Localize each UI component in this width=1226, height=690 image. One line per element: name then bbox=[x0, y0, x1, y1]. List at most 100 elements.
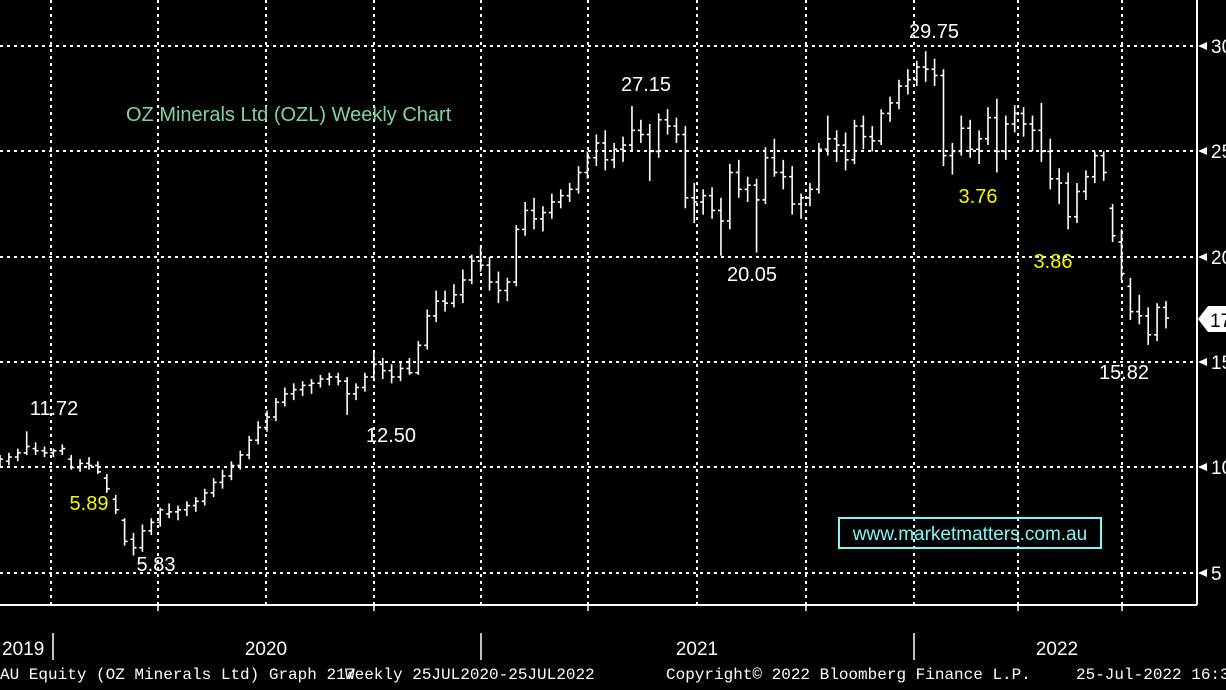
price-bar bbox=[1163, 301, 1169, 329]
price-bar bbox=[192, 497, 199, 512]
price-annotation: 3.86 bbox=[1034, 251, 1073, 273]
price-bar bbox=[993, 98, 1000, 173]
price-bar bbox=[442, 290, 449, 312]
y-tick-label: 10 bbox=[1211, 458, 1226, 479]
price-bar bbox=[1136, 294, 1143, 325]
price-bar bbox=[103, 473, 110, 493]
price-bar bbox=[317, 374, 324, 388]
watermark-text[interactable]: www.marketmatters.com.au bbox=[852, 524, 1087, 545]
price-bar bbox=[148, 518, 155, 536]
y-tick-label: 15 bbox=[1211, 353, 1226, 374]
y-tick-mark bbox=[1198, 463, 1207, 471]
price-bar bbox=[602, 130, 609, 171]
price-bar bbox=[789, 166, 796, 215]
price-bar bbox=[557, 189, 564, 209]
y-tick-label: 25 bbox=[1211, 142, 1226, 163]
price-bar bbox=[424, 309, 431, 350]
price-bar bbox=[166, 503, 173, 519]
chart-title: OZ Minerals Ltd (OZL) Weekly Chart bbox=[126, 104, 452, 126]
price-bar bbox=[664, 109, 671, 135]
price-bar bbox=[762, 147, 769, 205]
price-bar bbox=[646, 123, 653, 181]
price-bar bbox=[504, 277, 511, 302]
price-bar bbox=[913, 60, 920, 87]
x-tick-label: 2022 bbox=[1036, 639, 1078, 660]
price-bar bbox=[904, 69, 911, 95]
footer-timestamp: 25-Jul-2022 16:3 bbox=[1076, 666, 1226, 684]
price-bar bbox=[940, 69, 947, 167]
price-bar bbox=[744, 176, 751, 202]
price-bar bbox=[121, 518, 128, 546]
price-bar bbox=[1154, 303, 1161, 342]
price-bar bbox=[1082, 170, 1089, 200]
price-bar bbox=[566, 183, 573, 202]
price-bar bbox=[513, 225, 520, 287]
price-bar bbox=[700, 189, 707, 215]
price-bar bbox=[495, 271, 502, 304]
price-annotation: 5.89 bbox=[70, 493, 109, 515]
price-bar bbox=[68, 454, 75, 470]
price-bar bbox=[468, 254, 475, 285]
price-bar bbox=[0, 454, 3, 468]
price-annotation: 27.15 bbox=[621, 74, 671, 96]
price-bar bbox=[86, 457, 93, 470]
price-bar bbox=[620, 136, 627, 162]
price-bar bbox=[450, 284, 457, 308]
price-bar bbox=[14, 448, 21, 462]
price-bar bbox=[806, 183, 813, 207]
price-bar bbox=[370, 351, 377, 382]
y-tick-mark bbox=[1198, 358, 1207, 366]
price-bar bbox=[726, 164, 733, 230]
price-bar bbox=[673, 117, 680, 143]
footer-copyright: Copyright© 2022 Bloomberg Finance L.P. bbox=[666, 666, 1031, 684]
price-bar bbox=[272, 398, 279, 422]
price-bar bbox=[246, 435, 253, 460]
price-bar bbox=[130, 532, 137, 556]
price-bar bbox=[931, 58, 938, 87]
y-axis: 5 10 15 20 25 30 bbox=[1196, 0, 1226, 605]
price-bar bbox=[397, 362, 404, 382]
price-bar bbox=[59, 444, 66, 455]
price-bar bbox=[976, 130, 983, 165]
price-bar bbox=[139, 524, 146, 552]
price-bar bbox=[264, 410, 271, 432]
footer-range: Weekly 25JUL2020-25JUL2022 bbox=[345, 666, 595, 684]
price-bar bbox=[984, 107, 991, 146]
price-bar bbox=[833, 130, 840, 162]
x-tick-label: 2021 bbox=[676, 639, 718, 660]
price-bar bbox=[228, 461, 235, 481]
price-bar bbox=[201, 488, 208, 506]
price-bar bbox=[344, 376, 351, 415]
price-bar bbox=[210, 478, 217, 498]
y-tick-label: 20 bbox=[1211, 248, 1226, 269]
price-bar bbox=[628, 106, 635, 152]
price-bar bbox=[539, 206, 546, 232]
price-bar bbox=[895, 79, 902, 110]
y-tick-mark bbox=[1198, 569, 1207, 577]
price-bar bbox=[433, 290, 440, 323]
watermark-box[interactable]: www.marketmatters.com.au bbox=[838, 517, 1102, 549]
price-bars bbox=[0, 51, 1169, 556]
price-chart: OZ Minerals Ltd (OZL) Weekly Chart 11.72… bbox=[0, 0, 1226, 660]
y-tick-label: 5 bbox=[1211, 564, 1222, 585]
price-bar bbox=[922, 51, 929, 82]
price-annotation: 20.05 bbox=[727, 264, 777, 286]
price-bar bbox=[878, 109, 885, 146]
price-bar bbox=[281, 387, 288, 407]
price-bar bbox=[1065, 172, 1072, 230]
price-bar bbox=[459, 269, 466, 304]
x-axis: 2019 2020 2021 2022 bbox=[0, 604, 1197, 660]
price-bar bbox=[691, 183, 698, 224]
price-bar bbox=[112, 495, 119, 514]
price-bar bbox=[1100, 151, 1107, 181]
price-bar bbox=[842, 132, 849, 171]
price-bar bbox=[1029, 115, 1036, 152]
price-bar bbox=[477, 246, 484, 272]
price-bar bbox=[575, 166, 582, 194]
price-bar bbox=[851, 119, 858, 165]
price-bar bbox=[290, 383, 297, 401]
last-price-label: 17. bbox=[1210, 311, 1226, 332]
price-bar bbox=[326, 372, 333, 386]
price-annotation: 12.50 bbox=[366, 425, 416, 447]
watermark-border bbox=[838, 517, 1102, 549]
